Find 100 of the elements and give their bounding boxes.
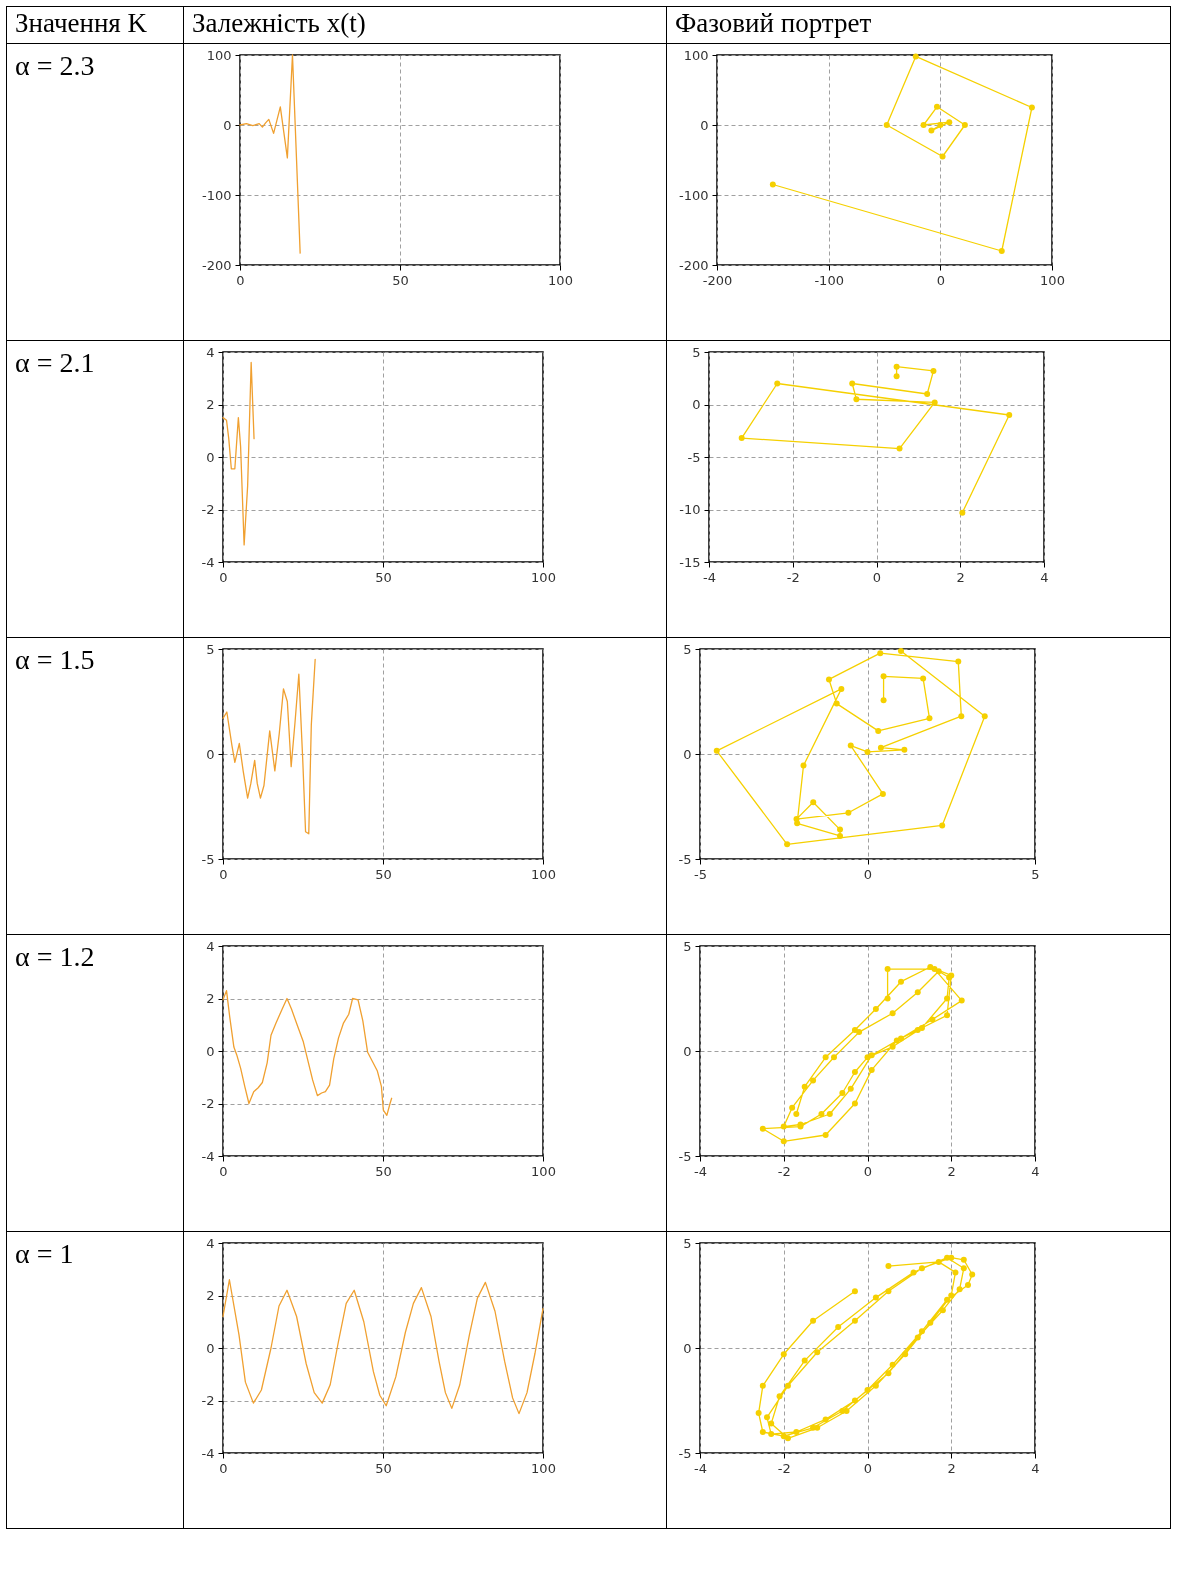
point <box>880 672 887 679</box>
x-tick-label: -2 <box>777 1460 791 1476</box>
y-tick-label: 0 <box>683 1340 692 1356</box>
y-tick-label: 0 <box>206 746 215 762</box>
x-tick-label: 4 <box>1031 1460 1040 1476</box>
point <box>998 247 1005 254</box>
point <box>958 997 965 1004</box>
point <box>794 819 801 826</box>
point <box>780 1137 787 1144</box>
point <box>868 1066 875 1073</box>
y-tick-label: -100 <box>201 187 232 203</box>
point <box>872 1294 879 1301</box>
point <box>835 1323 842 1330</box>
x-tick-label: -100 <box>814 272 844 288</box>
x-tick-label: 0 <box>863 866 873 882</box>
x-tick-label: 100 <box>548 272 573 288</box>
point <box>864 1053 871 1060</box>
point <box>914 1026 921 1033</box>
point <box>810 1317 817 1324</box>
point <box>944 1011 951 1018</box>
x-tick-label: 100 <box>1040 272 1065 288</box>
x-tick-label: 0 <box>863 1163 873 1179</box>
y-tick-label: -15 <box>679 554 701 570</box>
point <box>774 380 781 387</box>
point <box>768 1420 775 1427</box>
point <box>958 712 965 719</box>
x-tick-label: 2 <box>947 1163 956 1179</box>
x-tick-label: 5 <box>1031 866 1040 882</box>
x-tick-label: -200 <box>702 272 733 288</box>
y-tick-label: 5 <box>206 641 215 657</box>
point <box>944 1254 951 1261</box>
point <box>885 1287 892 1294</box>
point <box>872 1005 879 1012</box>
point <box>822 1053 829 1060</box>
x-tick-label: 100 <box>531 866 556 882</box>
point <box>826 1110 833 1117</box>
point <box>929 1016 936 1023</box>
point <box>889 1009 896 1016</box>
y-tick-label: 4 <box>206 1235 215 1251</box>
point <box>901 746 908 753</box>
point <box>912 53 919 60</box>
y-tick-label: -5 <box>201 851 215 867</box>
point <box>880 696 887 703</box>
point <box>961 121 968 128</box>
y-tick-label: 0 <box>223 117 232 133</box>
line-series <box>222 1278 544 1414</box>
point <box>914 988 921 995</box>
point <box>864 748 871 755</box>
text: α = 2.1 <box>6 340 184 638</box>
point <box>960 1264 967 1271</box>
point <box>822 1131 829 1138</box>
point <box>851 1317 858 1324</box>
point <box>1028 104 1035 111</box>
point <box>939 153 946 160</box>
point <box>969 1271 976 1278</box>
point <box>898 647 904 654</box>
line-series <box>239 54 301 254</box>
y-tick-label: 2 <box>206 396 215 412</box>
point <box>780 1123 787 1130</box>
point <box>822 1416 829 1423</box>
point <box>755 1409 762 1416</box>
point <box>769 181 776 188</box>
y-tick-label: -5 <box>687 449 701 465</box>
point <box>801 1083 808 1090</box>
point <box>879 790 886 797</box>
point <box>780 1350 787 1357</box>
point <box>793 1110 800 1117</box>
y-tick-label: 2 <box>206 1287 215 1303</box>
point <box>810 798 817 805</box>
point <box>853 395 860 402</box>
point <box>759 1428 766 1435</box>
point <box>898 978 904 985</box>
y-tick-label: 0 <box>692 396 701 412</box>
y-tick-label: 0 <box>700 117 709 133</box>
point <box>927 963 934 970</box>
point <box>843 1407 850 1414</box>
point <box>789 1104 796 1111</box>
line-series <box>222 989 393 1116</box>
point <box>960 1256 967 1263</box>
y-tick-label: 2 <box>206 990 215 1006</box>
x-tick-label: 0 <box>863 1460 873 1476</box>
point <box>884 965 891 972</box>
point <box>851 1068 858 1075</box>
point <box>764 1413 770 1420</box>
point <box>839 1089 846 1096</box>
point <box>893 363 900 370</box>
point <box>768 1430 775 1437</box>
x-tick-label: 0 <box>236 272 245 288</box>
x-tick-label: 50 <box>375 1460 392 1476</box>
point <box>833 700 840 707</box>
x-tick-label: 50 <box>375 1163 392 1179</box>
point <box>928 127 935 134</box>
point <box>810 1077 817 1084</box>
point <box>883 121 890 128</box>
point <box>851 1100 858 1107</box>
point <box>837 832 844 839</box>
point <box>918 1327 925 1334</box>
point <box>889 1361 896 1368</box>
point <box>800 762 807 769</box>
point <box>784 1434 791 1441</box>
